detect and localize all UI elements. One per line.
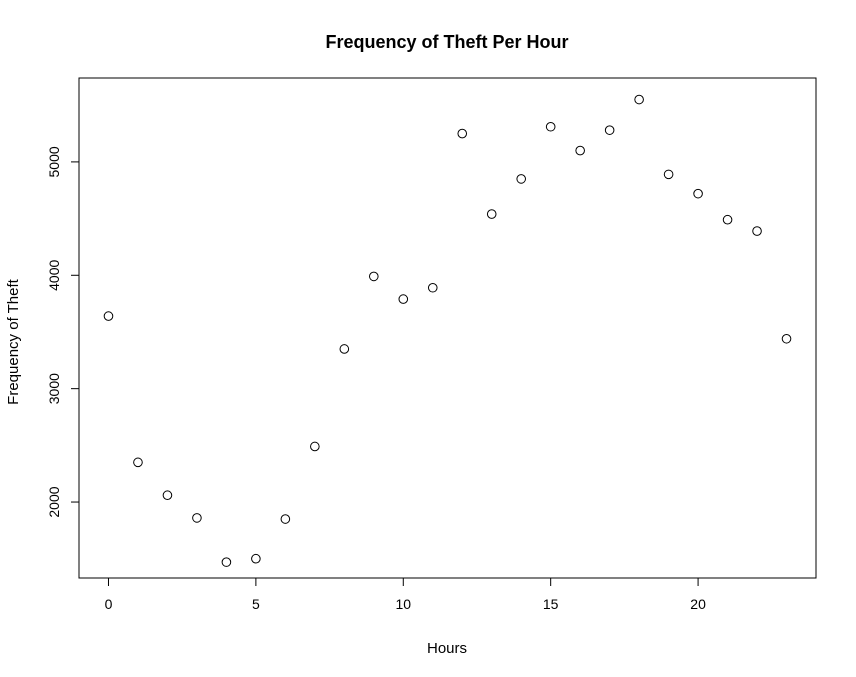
data-point <box>722 214 733 225</box>
x-axis-label: Hours <box>427 640 467 657</box>
data-point <box>280 514 291 524</box>
y-tick-label-2000: 2000 <box>46 486 62 517</box>
y-axis-label: Frequency of Theft <box>5 278 22 404</box>
x-tick-label-15: 15 <box>543 596 559 612</box>
data-point <box>103 311 114 321</box>
data-point <box>634 94 644 105</box>
data-point <box>192 513 202 523</box>
x-tick-label-10: 10 <box>395 596 411 612</box>
data-point <box>457 128 468 139</box>
data-point <box>162 490 173 501</box>
y-tick-label-4000: 4000 <box>46 259 62 290</box>
x-tick-label-0: 0 <box>105 596 113 612</box>
data-point <box>545 121 556 132</box>
data-point <box>752 226 762 236</box>
y-axis: 2000 3000 4000 5000 <box>46 146 80 518</box>
data-point <box>133 457 143 468</box>
plot-frame <box>78 77 817 579</box>
data-point <box>221 557 232 567</box>
y-tick-label-3000: 3000 <box>46 373 62 404</box>
data-point <box>781 333 792 344</box>
data-point <box>604 125 615 135</box>
x-tick-label-20: 20 <box>690 596 706 612</box>
data-point <box>427 282 438 293</box>
y-tick-label-5000: 5000 <box>46 146 62 177</box>
data-point <box>310 441 320 452</box>
x-axis: 0 5 10 15 20 <box>105 577 706 612</box>
data-point <box>339 344 350 354</box>
data-point <box>575 145 585 156</box>
chart-title: Frequency of Theft Per Hour <box>325 32 568 52</box>
data-point <box>398 294 409 304</box>
data-points <box>103 94 792 567</box>
data-point <box>693 188 703 199</box>
data-point <box>516 174 527 184</box>
data-point <box>486 209 497 219</box>
data-point <box>251 553 261 564</box>
x-tick-label-5: 5 <box>252 596 260 612</box>
data-point <box>369 271 379 282</box>
data-point <box>663 169 674 180</box>
